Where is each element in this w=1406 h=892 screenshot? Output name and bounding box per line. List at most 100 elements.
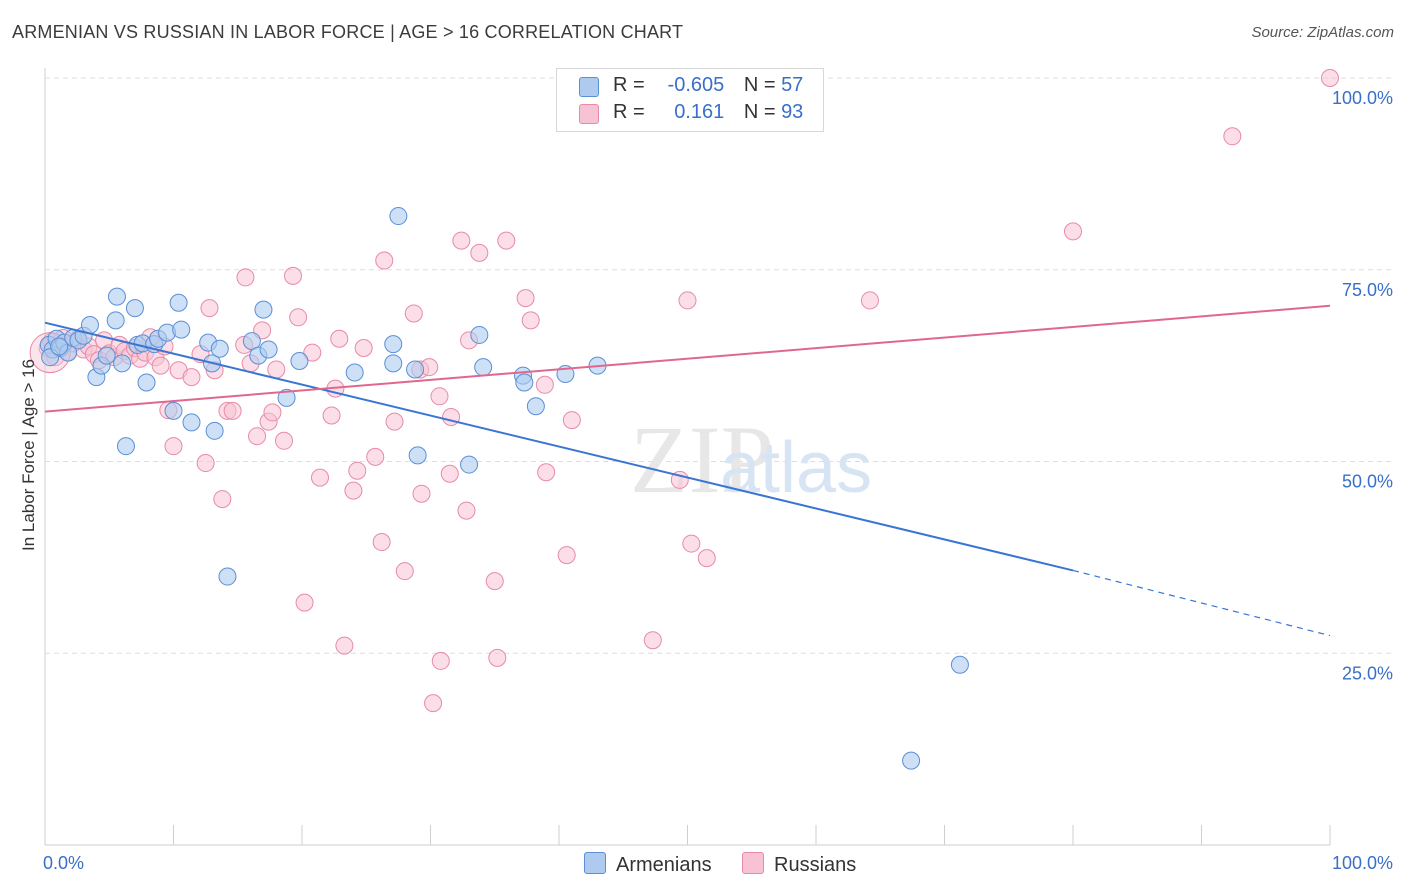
- r-value: -0.605: [667, 74, 725, 96]
- russian-point: [330, 329, 349, 348]
- russian-point: [470, 243, 489, 262]
- armenian-point: [384, 335, 403, 354]
- n-value: 93: [781, 101, 804, 123]
- n-value: 57: [781, 74, 804, 96]
- armenian-point: [107, 287, 126, 306]
- russian-point: [424, 694, 443, 713]
- russian-point: [562, 411, 581, 430]
- armenian-point: [50, 337, 69, 356]
- armenian-point: [106, 311, 125, 330]
- chart-title: ARMENIAN VS RUSSIAN IN LABOR FORCE | AGE…: [12, 22, 684, 42]
- russian-point: [310, 468, 329, 487]
- russian-trend-line: [44, 304, 1331, 413]
- armenian-trend-extension: [1072, 569, 1331, 637]
- armenian-point: [97, 346, 116, 365]
- russian-point: [516, 289, 535, 308]
- russian-point: [284, 266, 303, 285]
- russian-point: [236, 268, 255, 287]
- armenian-point: [290, 352, 309, 371]
- legend-russians: Russians: [742, 852, 856, 877]
- armenian-point: [169, 293, 188, 312]
- watermark-zip: ZIP: [630, 406, 774, 513]
- russian-point: [354, 338, 373, 357]
- armenian-point: [384, 354, 403, 373]
- x-tick-label: 0.0%: [43, 853, 84, 873]
- armenian-point: [218, 567, 237, 586]
- y-tick-label: 25.0%: [1342, 663, 1393, 683]
- armenian-point: [345, 363, 364, 382]
- russian-point: [348, 461, 367, 480]
- russian-point: [196, 454, 215, 473]
- tick-labels: 25.0% 50.0% 75.0% 100.0% 0.0% 100.0%: [43, 88, 1393, 873]
- grid-lines: [45, 77, 1395, 654]
- russian-point: [521, 311, 540, 330]
- armenian-trend-line: [44, 321, 1074, 572]
- russian-point: [200, 299, 219, 318]
- russian-point: [289, 308, 308, 327]
- legend-label-armenians: Armenians: [616, 854, 712, 876]
- russian-point: [412, 484, 431, 503]
- armenian-swatch: [584, 852, 606, 874]
- russian-point: [452, 231, 471, 250]
- armenian-point: [526, 397, 545, 416]
- russian-point: [151, 356, 170, 375]
- russian-point: [385, 412, 404, 431]
- armenian-point: [210, 339, 229, 358]
- armenian-point: [116, 437, 135, 456]
- russian-point: [440, 464, 459, 483]
- armenian-point: [254, 300, 273, 319]
- russian-point: [497, 231, 516, 250]
- russian-point: [430, 387, 449, 406]
- armenian-point: [277, 388, 296, 407]
- russian-point: [1223, 127, 1242, 146]
- russian-point: [488, 648, 507, 667]
- r-label: R =: [613, 74, 645, 96]
- armenian-point: [137, 373, 156, 392]
- armenian-point: [172, 320, 191, 339]
- y-tick-label: 100.0%: [1332, 88, 1393, 108]
- russian-point: [404, 304, 423, 323]
- russian-point: [395, 562, 414, 581]
- trend-lines: [44, 304, 1331, 637]
- russian-point: [678, 291, 697, 310]
- russian-point: [213, 490, 232, 509]
- armenian-point: [515, 373, 534, 392]
- russian-point: [682, 534, 701, 553]
- stats-legend: R = -0.605 N = 57 R = 0.161 N = 93: [556, 68, 824, 132]
- russian-point: [557, 546, 576, 565]
- armenian-point: [902, 751, 921, 770]
- russian-point: [344, 481, 363, 500]
- russian-point: [275, 431, 294, 450]
- russian-points: [29, 69, 1339, 713]
- russian-point: [1064, 222, 1082, 241]
- legend-label-russians: Russians: [774, 854, 857, 876]
- russian-point: [375, 251, 394, 270]
- russian-point: [267, 360, 286, 379]
- russian-point: [335, 636, 354, 655]
- armenian-swatch: [579, 77, 599, 97]
- armenian-point: [125, 299, 144, 318]
- russian-swatch: [742, 852, 764, 874]
- russian-point: [223, 401, 242, 420]
- russian-point: [697, 549, 716, 568]
- axes: [44, 68, 1331, 846]
- russian-point: [164, 437, 183, 456]
- n-label: N =: [743, 101, 776, 123]
- armenian-point: [389, 207, 408, 226]
- x-tick-label: 100.0%: [1332, 853, 1393, 873]
- armenian-points: [39, 207, 969, 770]
- russian-point: [303, 343, 322, 362]
- russian-point: [366, 447, 385, 466]
- y-tick-label: 75.0%: [1342, 280, 1393, 300]
- y-axis-label: In Labor Force | Age > 16: [19, 359, 38, 551]
- n-label: N =: [743, 74, 776, 96]
- russian-point: [182, 368, 201, 387]
- armenian-point: [950, 655, 969, 674]
- russian-point: [295, 593, 314, 612]
- russian-point: [372, 533, 391, 552]
- source-label: Source: ZipAtlas.com: [1251, 24, 1394, 41]
- russian-point: [485, 572, 504, 591]
- r-label: R =: [613, 101, 645, 123]
- russian-point: [643, 631, 662, 650]
